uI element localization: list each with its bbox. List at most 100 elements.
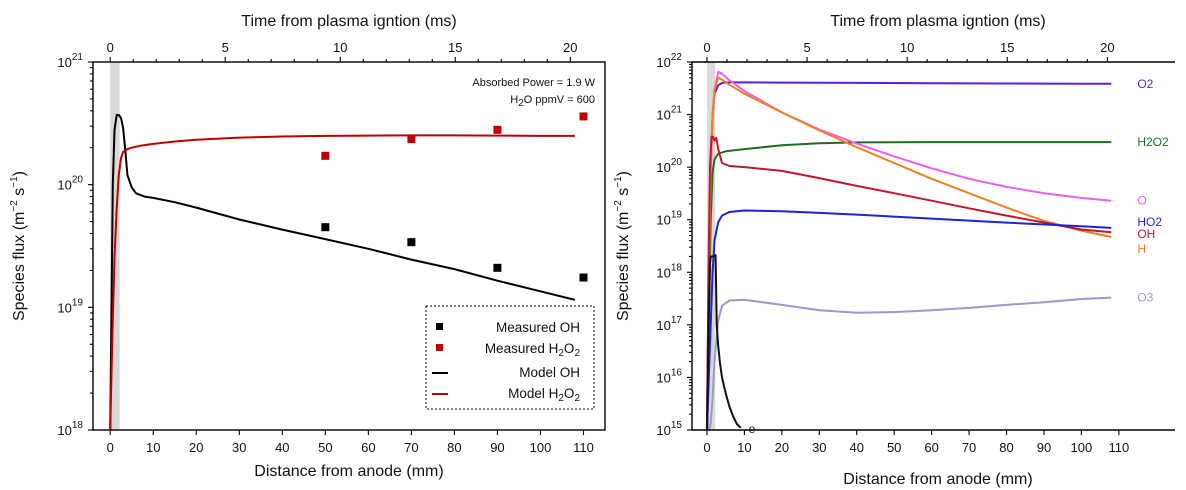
series-label-o3: O3 xyxy=(1137,291,1153,305)
series-label-o: O xyxy=(1137,194,1146,208)
top-tick-label: 5 xyxy=(803,40,810,55)
marker-measured-oh xyxy=(579,273,588,282)
marker-measured-h2o2 xyxy=(579,112,588,121)
marker-measured-h2o2 xyxy=(407,135,416,144)
y-tick-label: 1018 xyxy=(656,262,682,280)
legend-label-measured-h2o2: Measured H2O2 xyxy=(485,341,581,359)
legend-label-measured-oh: Measured OH xyxy=(496,320,580,335)
x-tick-label: 40 xyxy=(850,440,864,455)
left-y-axis-ticks: 1018 1019 1020 1021 xyxy=(57,52,93,438)
left-x-axis-title: Distance from anode (mm) xyxy=(254,463,443,480)
marker-measured-oh xyxy=(407,238,416,247)
series-label-ho2: HO2 xyxy=(1137,215,1162,229)
legend-label-model-h2o2: Model H2O2 xyxy=(508,386,580,404)
x-tick-label: 60 xyxy=(924,440,938,455)
y-tick-label: 1021 xyxy=(57,52,83,70)
legend-swatch-measured-h2o2 xyxy=(436,344,443,351)
y-tick-label: 1019 xyxy=(57,297,83,315)
x-tick-label: 40 xyxy=(275,440,289,455)
series-line-model-h2o2 xyxy=(109,134,575,431)
left-top-axis-title: Time from plasma igntion (ms) xyxy=(241,13,456,30)
x-tick-label: 30 xyxy=(232,440,246,455)
series-line-o2 xyxy=(706,81,1112,431)
x-tick-label: 110 xyxy=(1108,440,1129,455)
x-tick-label: 20 xyxy=(775,440,789,455)
top-tick-label: 20 xyxy=(563,40,577,55)
x-tick-label: 60 xyxy=(361,440,375,455)
x-tick-label: 80 xyxy=(447,440,461,455)
series-line-o xyxy=(706,70,1112,431)
right-x-axis-ticks: 0 10 20 30 40 50 60 70 80 90 100 110 xyxy=(703,430,1129,455)
series-label-h2o2: H2O2 xyxy=(1137,135,1169,149)
x-tick-label: 90 xyxy=(1037,440,1051,455)
series-label-e: e xyxy=(749,422,756,436)
x-tick-label: 10 xyxy=(146,440,160,455)
x-tick-label: 70 xyxy=(404,440,418,455)
x-tick-label: 90 xyxy=(490,440,504,455)
y-tick-label: 1018 xyxy=(57,420,83,438)
top-tick-label: 10 xyxy=(333,40,347,55)
x-tick-label: 100 xyxy=(530,440,552,455)
top-tick-label: 10 xyxy=(900,40,914,55)
left-y-axis-title: Species flux (m−2 s−1) xyxy=(9,171,28,321)
right-top-axis-ticks: 0 5 10 15 20 xyxy=(703,40,1115,62)
marker-measured-h2o2 xyxy=(321,151,330,160)
annotation-h2o-ppmv: H2O ppmV = 600 xyxy=(510,94,595,109)
marker-measured-oh xyxy=(493,263,502,272)
marker-measured-oh xyxy=(321,223,330,232)
x-tick-label: 30 xyxy=(812,440,826,455)
left-x-axis-ticks: 0 10 20 30 40 50 60 70 80 90 100 110 xyxy=(107,430,594,455)
y-tick-label: 1020 xyxy=(57,175,83,193)
series-line-e xyxy=(706,254,742,431)
left-series-lines xyxy=(109,114,576,431)
legend-label-model-oh: Model OH xyxy=(519,365,580,380)
top-tick-label: 0 xyxy=(703,40,710,55)
y-tick-label: 1015 xyxy=(656,420,682,438)
left-measured-markers xyxy=(321,112,588,282)
series-line-oh xyxy=(706,135,1112,431)
y-tick-label: 1019 xyxy=(656,210,682,228)
right-top-axis-title: Time from plasma igntion (ms) xyxy=(830,13,1045,30)
series-line-h xyxy=(706,76,1112,431)
x-tick-label: 20 xyxy=(189,440,203,455)
legend-box xyxy=(425,305,595,410)
y-tick-label: 1020 xyxy=(656,157,682,175)
x-tick-label: 50 xyxy=(887,440,901,455)
y-tick-label: 1017 xyxy=(656,315,682,333)
x-tick-label: 50 xyxy=(318,440,332,455)
left-top-axis-ticks: 0 5 10 15 20 xyxy=(107,40,578,62)
y-tick-label: 1021 xyxy=(656,105,682,123)
right-x-axis-title: Distance from anode (mm) xyxy=(843,471,1032,488)
series-line-o3 xyxy=(707,296,1112,431)
series-line-h2o2 xyxy=(706,141,1112,431)
y-tick-label: 1022 xyxy=(656,52,682,70)
top-tick-label: 0 xyxy=(107,40,114,55)
series-line-model-oh xyxy=(109,114,576,431)
x-tick-label: 0 xyxy=(703,440,710,455)
legend-swatch-measured-oh xyxy=(436,323,443,330)
x-tick-label: 0 xyxy=(107,440,114,455)
series-label-oh: OH xyxy=(1137,227,1155,241)
x-tick-label: 100 xyxy=(1071,440,1093,455)
left-plot-frame xyxy=(92,61,606,431)
x-tick-label: 80 xyxy=(999,440,1013,455)
y-tick-label: 1016 xyxy=(656,367,682,385)
right-y-axis-title: Species flux (m−2 s−1) xyxy=(613,171,632,321)
top-tick-label: 15 xyxy=(1000,40,1014,55)
x-tick-label: 110 xyxy=(573,440,594,455)
top-tick-label: 15 xyxy=(448,40,462,55)
right-series-lines xyxy=(706,70,1112,431)
marker-measured-h2o2 xyxy=(493,125,502,134)
x-tick-label: 10 xyxy=(737,440,751,455)
top-tick-label: 20 xyxy=(1100,40,1114,55)
series-line-ho2 xyxy=(706,209,1112,431)
right-y-axis-ticks: 1015 1016 1017 1018 1019 1020 1021 1022 xyxy=(656,52,692,438)
annotation-absorbed-power: Absorbed Power = 1.9 W xyxy=(472,77,595,89)
x-tick-label: 70 xyxy=(962,440,976,455)
series-label-h: H xyxy=(1137,242,1146,256)
top-tick-label: 5 xyxy=(222,40,229,55)
